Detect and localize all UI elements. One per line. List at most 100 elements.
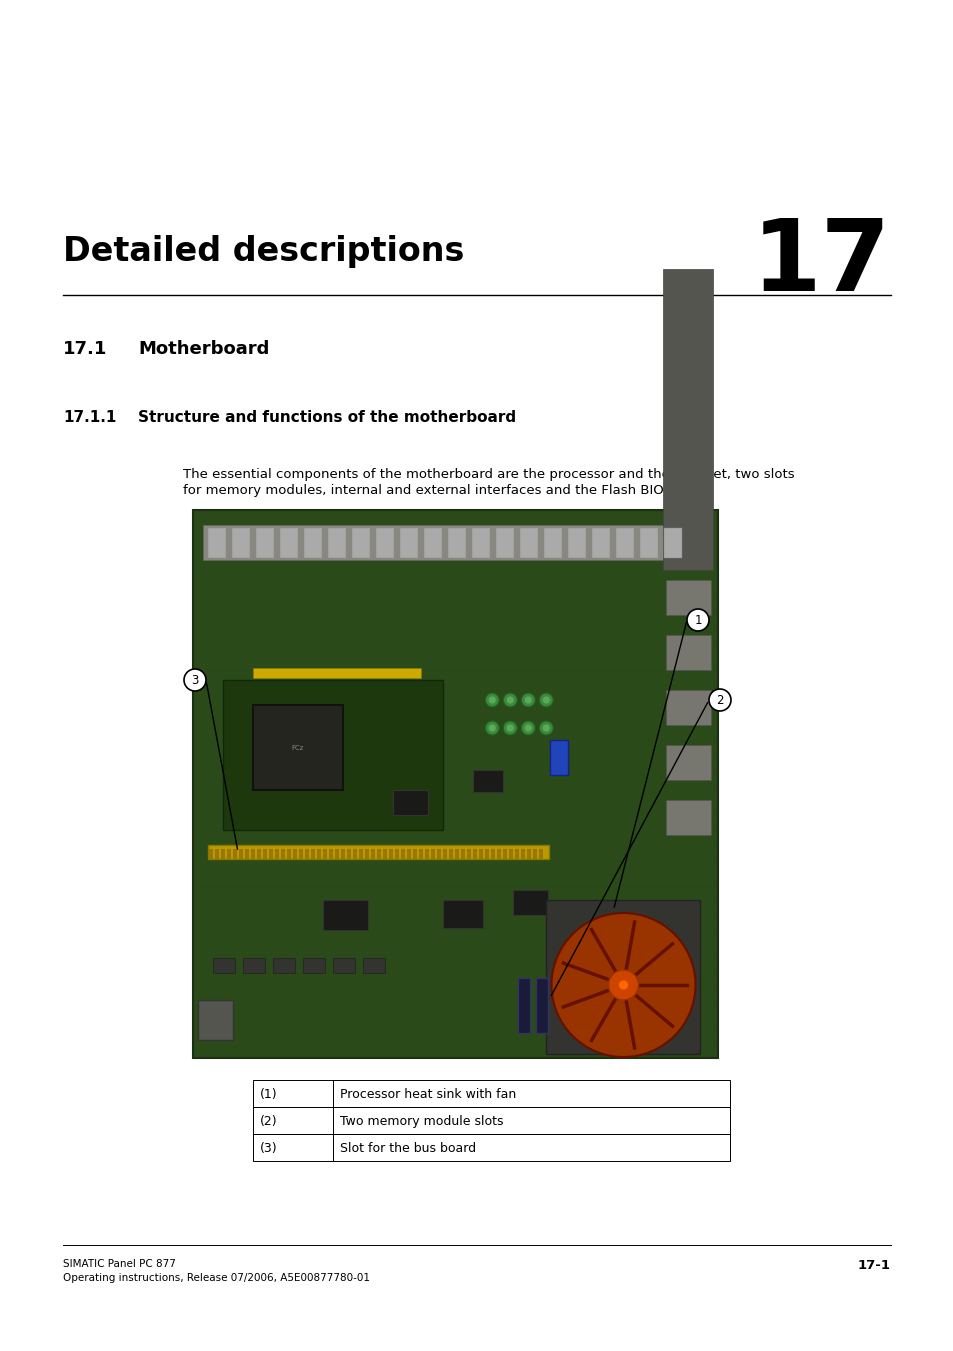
Bar <box>496 528 514 558</box>
Bar <box>491 848 495 859</box>
Bar <box>665 800 710 835</box>
Bar <box>208 844 549 859</box>
Circle shape <box>524 696 532 704</box>
Text: Slot for the bus board: Slot for the bus board <box>339 1142 476 1155</box>
Circle shape <box>708 689 730 711</box>
Circle shape <box>520 721 535 735</box>
Bar <box>543 528 561 558</box>
Bar <box>431 848 435 859</box>
Text: 17.1.1: 17.1.1 <box>63 409 116 426</box>
Bar <box>245 848 249 859</box>
Bar <box>389 848 393 859</box>
Bar <box>665 744 710 780</box>
Circle shape <box>503 693 517 707</box>
Bar <box>546 900 700 1054</box>
Bar <box>305 848 309 859</box>
Bar <box>502 848 506 859</box>
Text: Processor heat sink with fan: Processor heat sink with fan <box>339 1088 516 1101</box>
Bar <box>198 1000 233 1040</box>
Bar <box>536 978 548 1034</box>
Bar <box>424 848 429 859</box>
Bar <box>509 848 513 859</box>
Text: 17.1: 17.1 <box>63 340 108 358</box>
Circle shape <box>506 696 514 704</box>
Bar <box>251 848 254 859</box>
Bar <box>665 580 710 615</box>
Text: 17-1: 17-1 <box>857 1259 890 1273</box>
Bar <box>221 848 225 859</box>
Bar <box>253 1079 729 1106</box>
Bar <box>253 1106 729 1133</box>
Circle shape <box>608 970 638 1000</box>
Text: 2: 2 <box>716 693 723 707</box>
Bar <box>209 848 213 859</box>
Bar <box>340 848 345 859</box>
Bar <box>382 848 387 859</box>
Text: 1: 1 <box>694 613 701 627</box>
Bar <box>233 848 236 859</box>
Text: 17: 17 <box>751 215 890 312</box>
Bar <box>518 978 530 1034</box>
Text: for memory modules, internal and external interfaces and the Flash BIOS.: for memory modules, internal and externa… <box>183 484 676 497</box>
Bar <box>335 848 338 859</box>
Bar <box>253 705 343 790</box>
Circle shape <box>503 721 517 735</box>
Bar <box>347 848 351 859</box>
Bar <box>232 528 250 558</box>
Bar <box>393 790 428 815</box>
Bar <box>449 848 453 859</box>
Bar <box>592 528 609 558</box>
Bar <box>665 635 710 670</box>
Bar <box>665 690 710 725</box>
Bar <box>208 528 226 558</box>
Bar <box>538 848 542 859</box>
Bar <box>256 848 261 859</box>
Bar <box>473 770 502 792</box>
Bar <box>484 848 489 859</box>
Bar <box>269 848 273 859</box>
Text: Detailed descriptions: Detailed descriptions <box>63 235 464 267</box>
Bar <box>519 528 537 558</box>
Circle shape <box>520 693 535 707</box>
Bar <box>255 528 274 558</box>
Bar <box>323 900 368 929</box>
Bar <box>497 848 500 859</box>
Bar <box>567 528 585 558</box>
Text: (2): (2) <box>260 1115 277 1128</box>
Bar <box>513 890 547 915</box>
Text: Operating instructions, Release 07/2006, A5E00877780-01: Operating instructions, Release 07/2006,… <box>63 1273 370 1283</box>
Bar <box>273 958 294 973</box>
Bar <box>413 848 416 859</box>
Bar <box>478 848 482 859</box>
Bar <box>328 528 346 558</box>
Bar <box>365 848 369 859</box>
Bar <box>353 848 356 859</box>
Bar <box>203 526 707 561</box>
Bar <box>287 848 291 859</box>
Bar <box>473 848 476 859</box>
Bar <box>407 848 411 859</box>
Bar <box>442 900 482 928</box>
Bar <box>358 848 363 859</box>
Bar <box>333 958 355 973</box>
Bar <box>442 848 447 859</box>
Circle shape <box>488 724 496 732</box>
Bar <box>663 528 681 558</box>
Bar <box>436 848 440 859</box>
Bar <box>616 528 634 558</box>
Text: (1): (1) <box>260 1088 277 1101</box>
Circle shape <box>506 724 514 732</box>
Bar <box>213 958 234 973</box>
Bar <box>399 528 417 558</box>
Bar <box>455 848 458 859</box>
Circle shape <box>485 721 498 735</box>
Bar <box>662 269 712 570</box>
Bar <box>281 848 285 859</box>
Bar <box>223 680 443 830</box>
Bar <box>193 509 718 1058</box>
Bar <box>214 848 219 859</box>
Bar <box>520 848 524 859</box>
Bar <box>352 528 370 558</box>
Text: Two memory module slots: Two memory module slots <box>339 1115 503 1128</box>
Bar <box>460 848 464 859</box>
